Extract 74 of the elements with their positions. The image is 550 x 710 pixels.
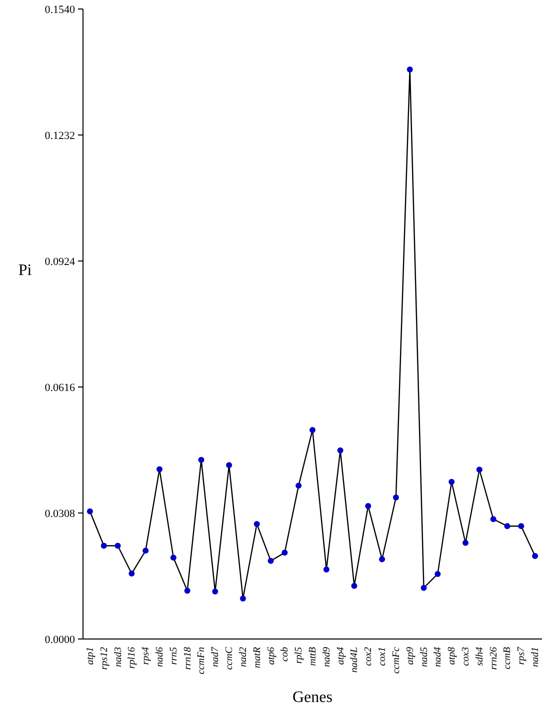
point xyxy=(504,523,510,530)
x-tick-label: atp6 xyxy=(266,647,277,665)
x-tick-label: nad1 xyxy=(530,647,542,667)
point xyxy=(86,508,93,514)
x-tick-label: nad4L xyxy=(349,646,360,673)
point xyxy=(406,66,413,73)
point xyxy=(282,550,288,556)
point xyxy=(114,542,121,549)
x-tick-label: nad9 xyxy=(321,647,332,667)
point xyxy=(184,588,190,594)
point xyxy=(254,521,260,528)
x-tick-label: cox1 xyxy=(377,647,388,666)
point xyxy=(490,516,496,522)
point xyxy=(476,466,482,473)
point xyxy=(296,482,302,489)
point xyxy=(170,554,176,561)
point xyxy=(128,570,135,577)
y-tick-label: 0.1232 xyxy=(44,130,75,142)
x-tick-label: atp1 xyxy=(84,647,96,665)
x-tick-label: cob xyxy=(280,647,291,662)
point xyxy=(268,558,274,564)
x-tick-label: rpl5 xyxy=(294,647,305,664)
point xyxy=(448,478,455,485)
x-axis-title: Genes xyxy=(292,689,332,706)
x-tick-label: nad2 xyxy=(238,647,249,667)
point xyxy=(142,548,149,554)
point xyxy=(198,456,204,463)
x-tick-label: rrn26 xyxy=(488,647,500,670)
x-tick-label: nad4 xyxy=(432,647,444,667)
point xyxy=(532,552,538,559)
x-tick-label: ccmFc xyxy=(390,646,402,674)
x-tick-label: atp8 xyxy=(446,647,458,665)
x-tick-label: nad7 xyxy=(210,646,222,667)
point xyxy=(379,556,386,562)
x-tick-label: atp9 xyxy=(404,647,416,665)
point xyxy=(240,596,246,602)
point xyxy=(310,426,316,433)
point xyxy=(462,540,468,546)
point xyxy=(226,462,232,468)
x-tick-label: ccmFn xyxy=(196,647,208,674)
x-tick-label: atp4 xyxy=(335,647,346,665)
x-tick-label: matR xyxy=(252,647,263,668)
x-tick-label: rps12 xyxy=(98,647,110,670)
y-tick-label: 0.0924 xyxy=(44,256,76,268)
point xyxy=(351,582,358,589)
point xyxy=(100,542,107,549)
point xyxy=(420,584,427,591)
point xyxy=(212,588,218,595)
y-axis-title: Pi xyxy=(18,262,32,279)
point xyxy=(337,447,344,454)
point xyxy=(323,566,330,572)
point xyxy=(434,570,441,577)
x-tick-label: nad3 xyxy=(112,647,124,667)
x-tick-label: cox3 xyxy=(460,647,472,666)
y-tick-label: 0.0000 xyxy=(44,634,76,646)
x-tick-label: sdh4 xyxy=(474,647,486,666)
x-tick-label: mttB xyxy=(308,647,318,666)
point xyxy=(156,466,162,472)
x-tick-label: ccmC xyxy=(224,646,236,670)
y-tick-label: 0.0616 xyxy=(44,382,76,394)
x-tick-label: rrn5 xyxy=(168,647,180,665)
x-tick-label: nad6 xyxy=(154,647,166,667)
x-tick-label: cox2 xyxy=(363,647,374,666)
x-tick-label: rps4 xyxy=(140,647,152,665)
x-tick-label: ccmB xyxy=(502,647,514,670)
x-tick-label: rpl16 xyxy=(126,647,138,669)
y-tick-label: 0.0308 xyxy=(44,508,76,520)
point xyxy=(392,494,399,500)
point xyxy=(518,523,524,530)
point xyxy=(365,503,372,510)
x-tick-label: rrn18 xyxy=(182,647,194,670)
x-tick-label: nad5 xyxy=(418,647,430,667)
x-tick-label: rps7 xyxy=(516,646,528,665)
y-tick-label: 0.1540 xyxy=(44,4,76,16)
